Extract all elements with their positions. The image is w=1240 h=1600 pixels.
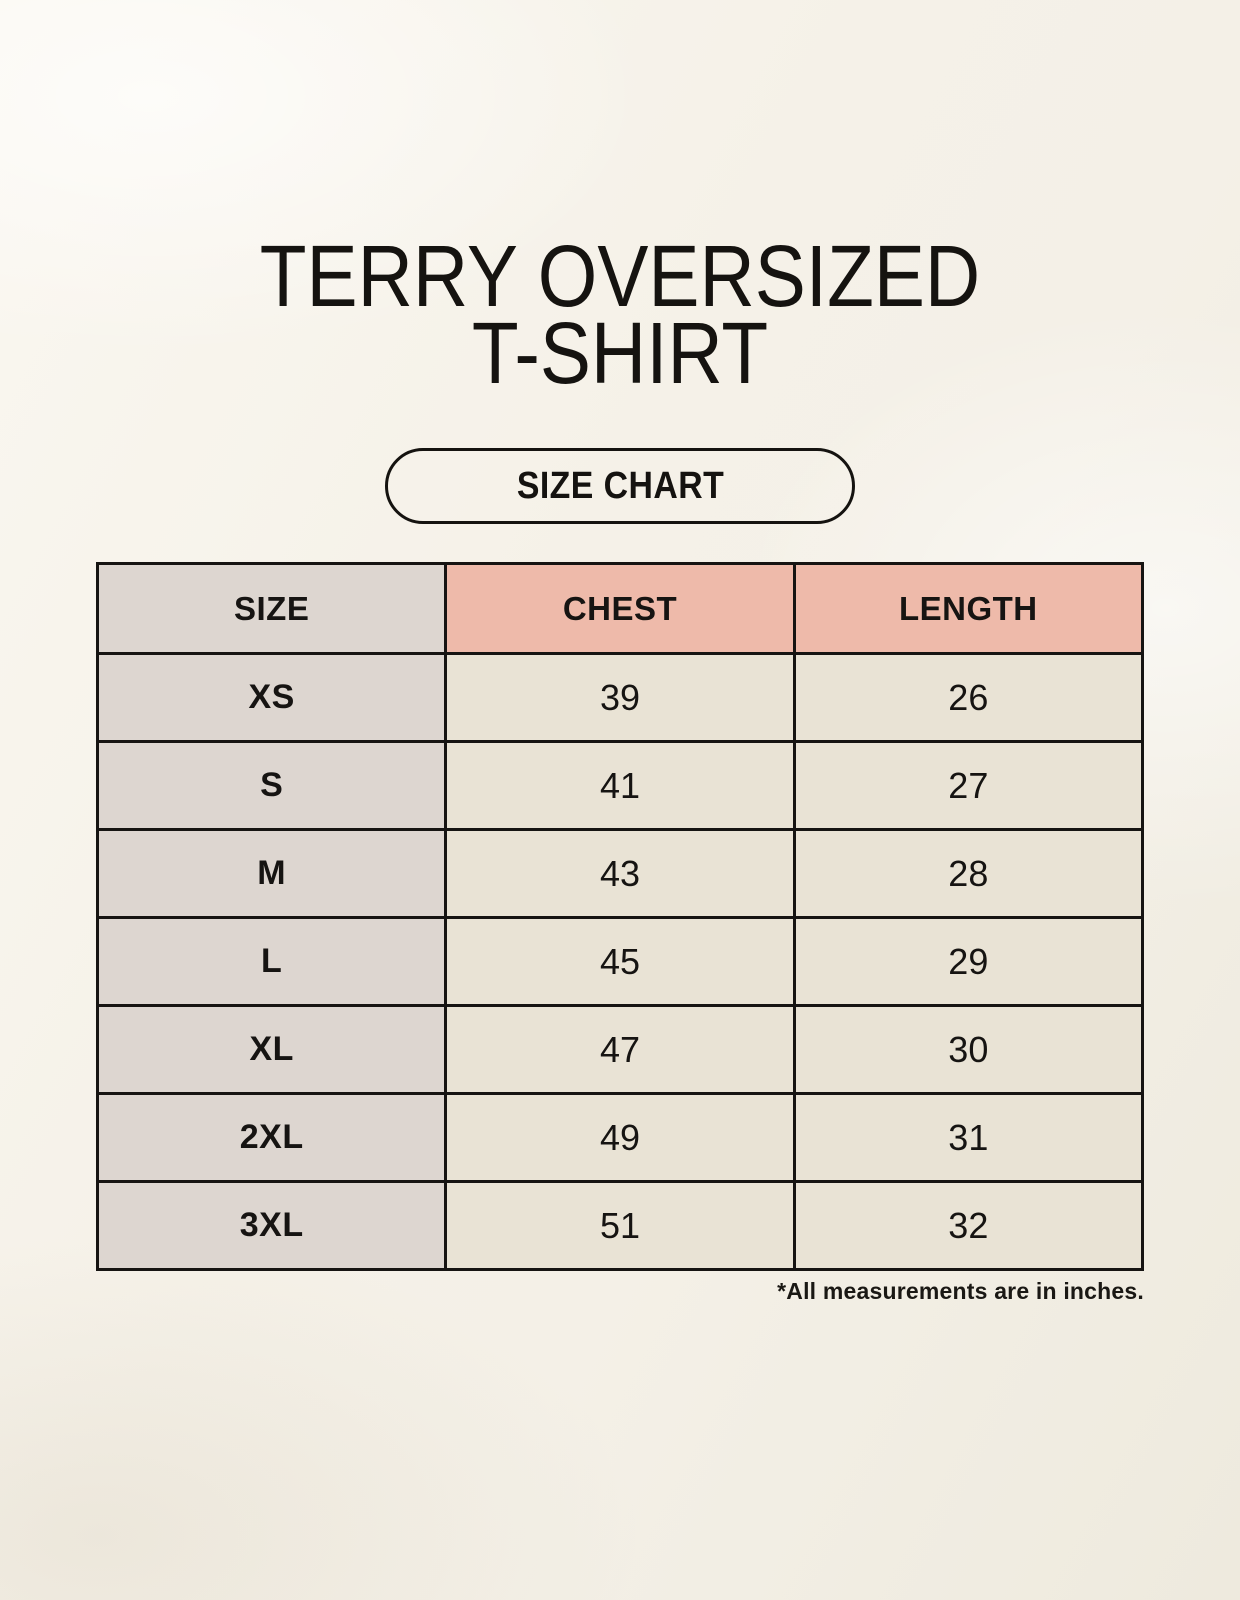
chest-cell: 39: [444, 652, 796, 743]
chest-cell: 43: [444, 828, 796, 919]
table-row-2xl: 2XL 49 31: [95, 1092, 1145, 1183]
size-cell: 2XL: [95, 1092, 448, 1183]
length-cell: 28: [792, 828, 1145, 919]
column-header-length: LENGTH: [792, 562, 1145, 655]
chest-cell: 45: [444, 916, 796, 1007]
size-chart-button[interactable]: SIZE CHART: [385, 448, 855, 524]
size-chart-button-label: SIZE CHART: [516, 464, 724, 507]
size-table: SIZE CHEST LENGTH XS 39 26 S 41 27 M: [95, 562, 1145, 1271]
table-row-m: M 43 28: [95, 828, 1145, 919]
size-cell: 3XL: [95, 1180, 448, 1271]
table-header-row: SIZE CHEST LENGTH: [95, 562, 1145, 655]
page-title-line1: TERRY OVERSIZED: [259, 228, 981, 325]
column-header-size: SIZE: [95, 562, 448, 655]
chest-cell: 51: [444, 1180, 796, 1271]
table-row-s: S 41 27: [95, 740, 1145, 831]
length-cell: 31: [792, 1092, 1145, 1183]
column-header-chest: CHEST: [444, 562, 796, 655]
table-row-l: L 45 29: [95, 916, 1145, 1007]
chest-cell: 41: [444, 740, 796, 831]
length-cell: 30: [792, 1004, 1145, 1095]
page-title: TERRY OVERSIZED T-SHIRT: [74, 228, 1165, 402]
page-title-line2: T-SHIRT: [471, 305, 769, 402]
length-cell: 26: [792, 652, 1145, 743]
size-cell: XL: [95, 1004, 448, 1095]
length-cell: 32: [792, 1180, 1145, 1271]
size-cell: XS: [95, 652, 448, 743]
chest-cell: 47: [444, 1004, 796, 1095]
size-cell: L: [95, 916, 448, 1007]
size-cell: S: [95, 740, 448, 831]
size-cell: M: [95, 828, 448, 919]
table-row-xl: XL 47 30: [95, 1004, 1145, 1095]
measurements-footnote: *All measurements are in inches.: [777, 1278, 1144, 1304]
chest-cell: 49: [444, 1092, 796, 1183]
table-row-3xl: 3XL 51 32: [95, 1180, 1145, 1271]
size-table-container: SIZE CHEST LENGTH XS 39 26 S 41 27 M: [95, 562, 1145, 1271]
length-cell: 27: [792, 740, 1145, 831]
table-row-xs: XS 39 26: [95, 652, 1145, 743]
length-cell: 29: [792, 916, 1145, 1007]
